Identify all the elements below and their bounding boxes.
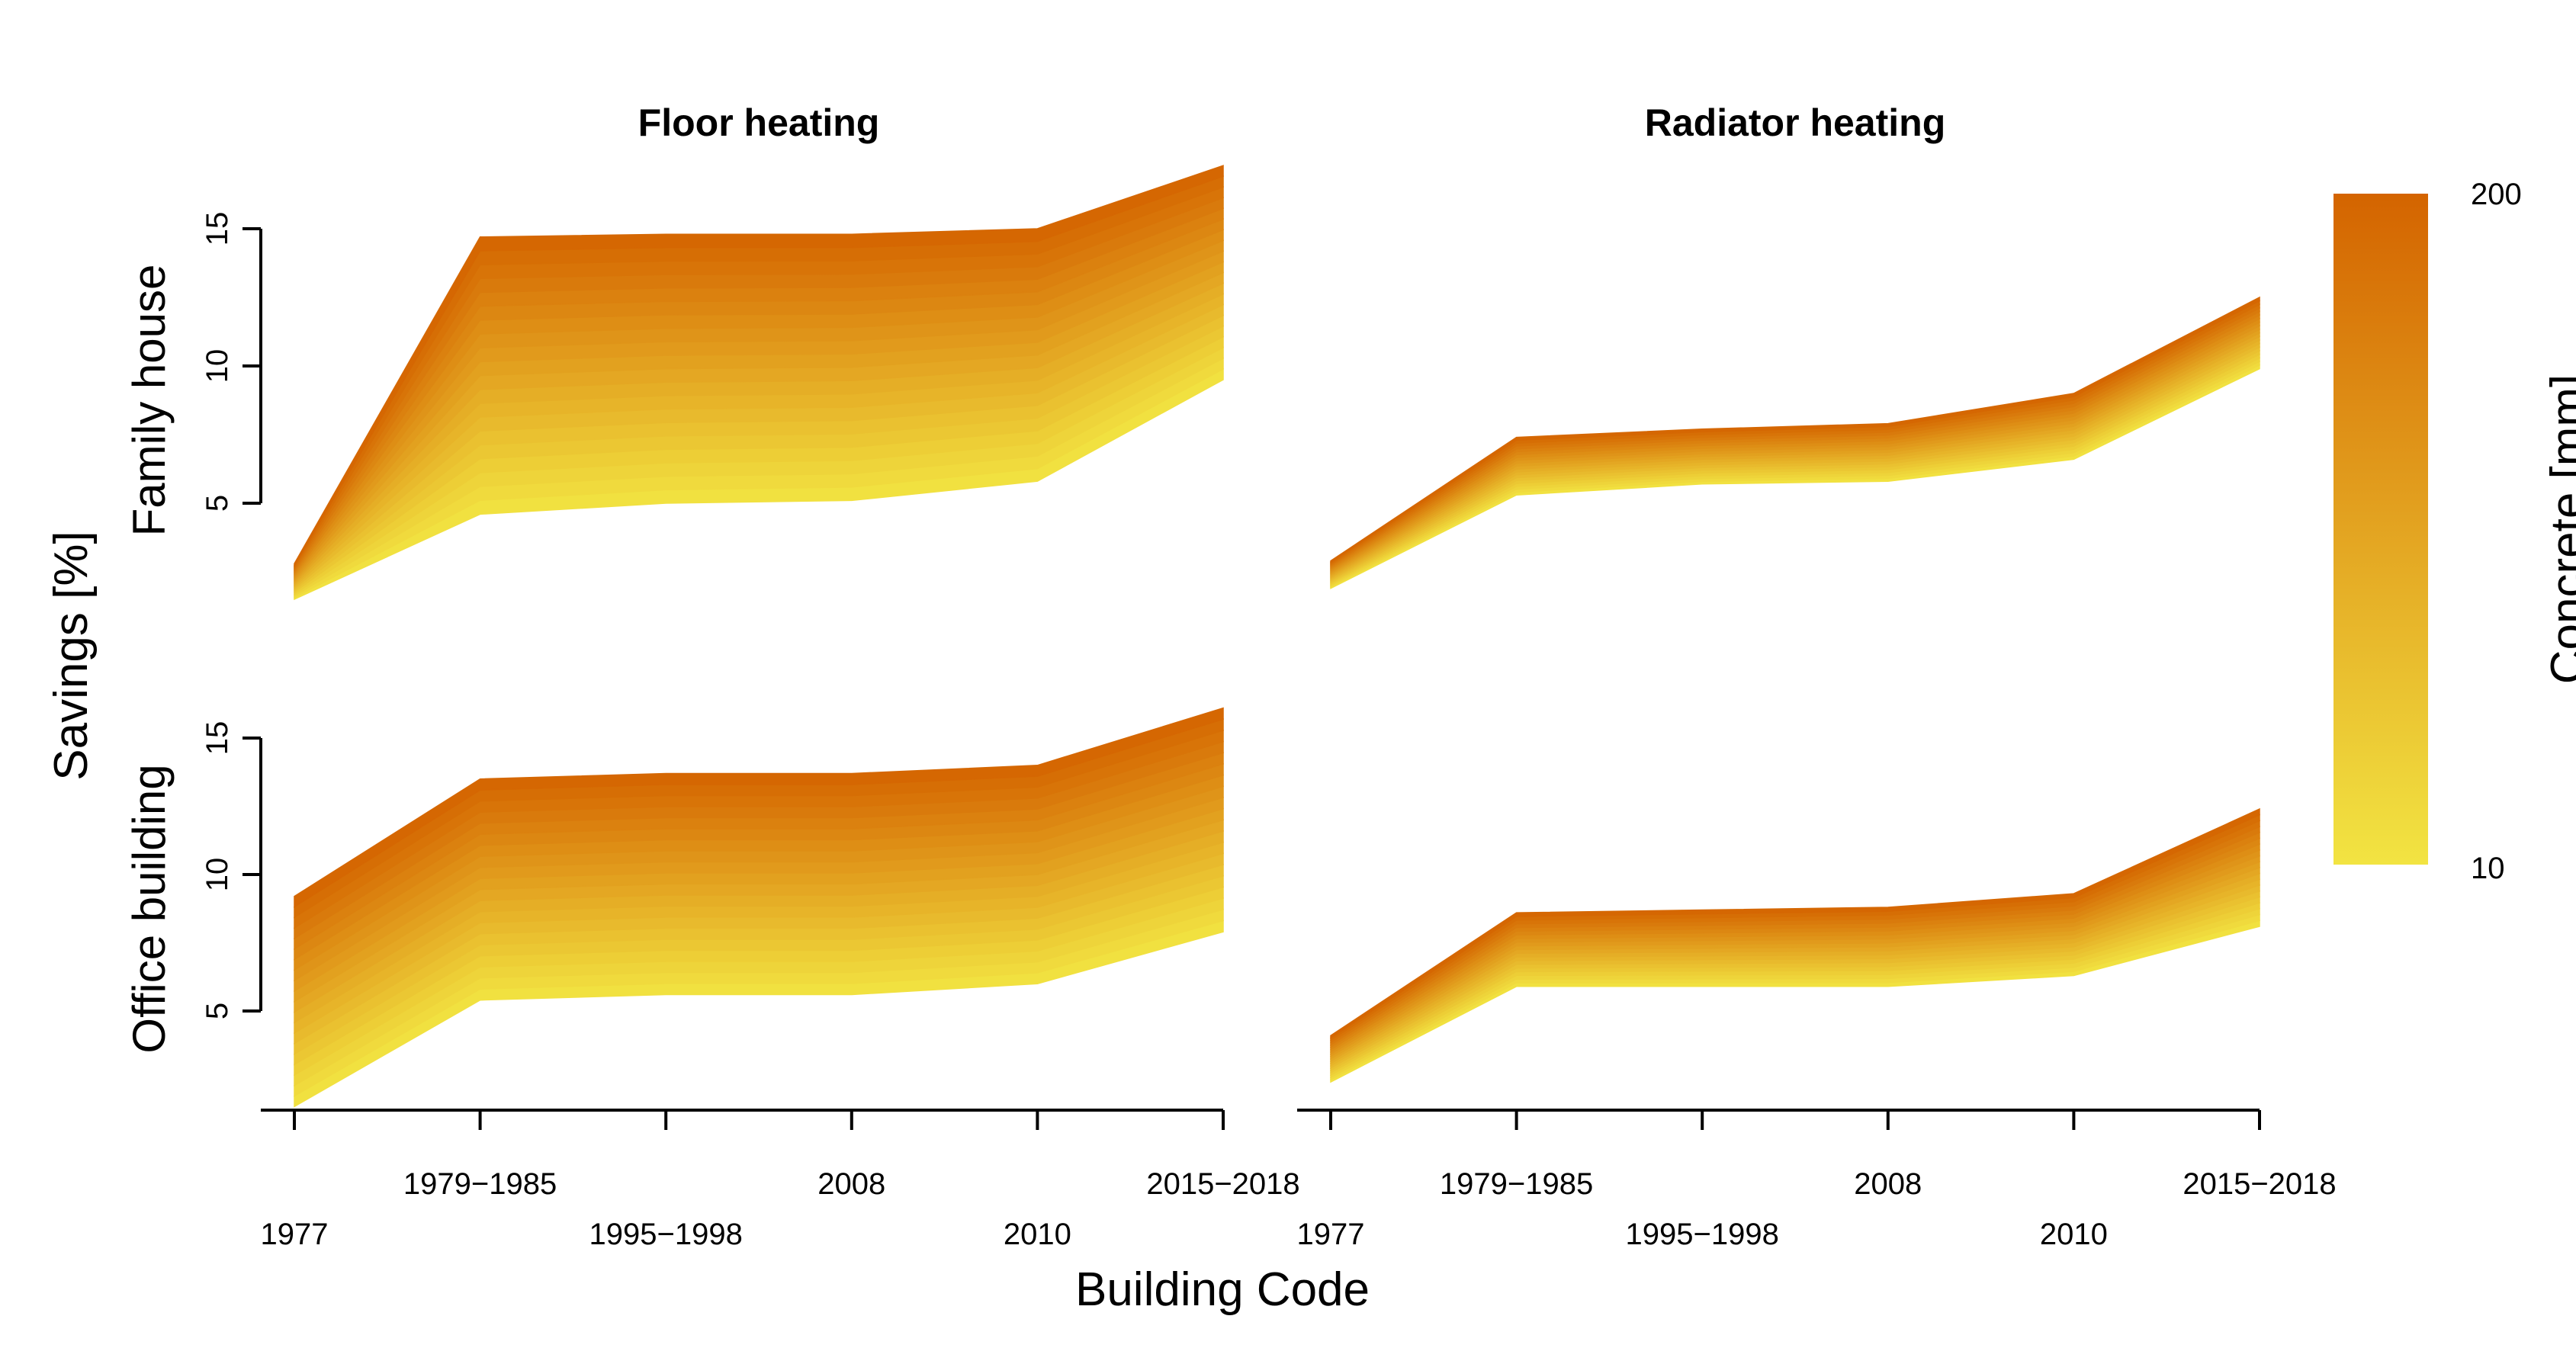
x-axis-floor-heating: 1977 1979−1985 1995−1998 2008 2010 2015−2018 (261, 1109, 1300, 1251)
panel-title-radiator-heating: Radiator heating (1645, 101, 1945, 144)
legend-title: Concrete [mm] (2542, 374, 2576, 685)
x-tick-label: 2010 (2040, 1218, 2108, 1251)
panel-family-house-radiator-heating (1330, 296, 2260, 589)
y-tick-label: 5 (201, 495, 234, 512)
panel-family-house-floor-heating (294, 165, 1224, 601)
x-tick-label: 2008 (1854, 1167, 1922, 1201)
area-band (1330, 296, 2260, 563)
panel-office-building-floor-heating (294, 707, 1224, 1108)
x-tick-label: 2015−2018 (1146, 1167, 1299, 1201)
y-tick-label: 15 (201, 212, 234, 246)
y-axis-office-building: 5 10 15 (201, 721, 262, 1019)
y-axis-title: Savings [%] (45, 531, 98, 780)
row-label-office-building: Office building (124, 764, 175, 1053)
y-tick-label: 10 (201, 349, 234, 384)
area-band (1330, 314, 2260, 570)
x-tick-label: 1979−1985 (403, 1167, 557, 1201)
y-tick-label: 15 (201, 721, 234, 756)
area-band (1330, 325, 2260, 575)
x-axis-radiator-heating: 1977 1979−1985 1995−1998 2008 2010 2015−2018 (1297, 1109, 2337, 1251)
y-tick-label: 10 (201, 858, 234, 892)
y-axis-family-house: 5 10 15 (201, 212, 262, 512)
x-tick-label: 1995−1998 (589, 1218, 743, 1251)
area-band (1330, 310, 2260, 569)
x-tick-label: 2015−2018 (2183, 1167, 2336, 1201)
x-tick-label: 1995−1998 (1626, 1218, 1779, 1251)
x-tick-label: 2010 (1004, 1218, 1071, 1251)
x-tick-label: 2008 (817, 1167, 885, 1201)
x-tick-label: 1979−1985 (1440, 1167, 1593, 1201)
y-tick-label: 5 (201, 1003, 234, 1019)
panel-title-floor-heating: Floor heating (638, 101, 880, 144)
x-tick-label: 1977 (261, 1218, 329, 1251)
row-label-family-house: Family house (124, 265, 175, 537)
area-band (1330, 807, 2260, 1039)
x-axis-title: Building Code (1075, 1263, 1370, 1316)
area-band (1330, 321, 2260, 573)
color-legend: 200 10 Concrete [mm] (2333, 178, 2576, 885)
legend-max-label: 200 (2471, 178, 2522, 211)
area-band (1330, 317, 2260, 572)
area-band (294, 165, 1224, 568)
area-band (294, 707, 1224, 908)
legend-min-label: 10 (2471, 852, 2505, 885)
panel-office-building-radiator-heating (1330, 807, 2260, 1083)
x-tick-label: 1977 (1297, 1218, 1365, 1251)
legend-color-bar (2333, 194, 2428, 865)
